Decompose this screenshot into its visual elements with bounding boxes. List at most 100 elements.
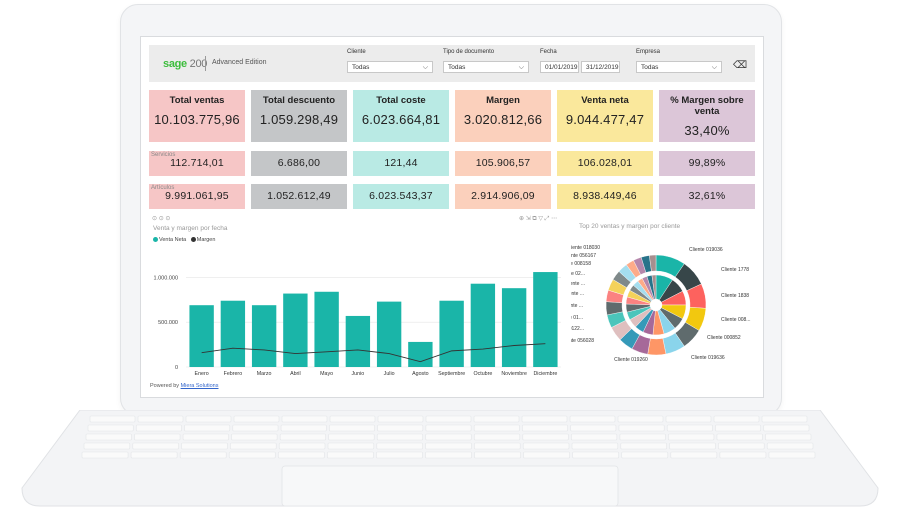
pie-label-right: Cliente 1778 [721, 267, 749, 273]
kpi-card-0[interactable]: Total ventas 10.103.775,96 [149, 90, 245, 142]
kpi-title: Total descuento [262, 95, 336, 106]
keyboard-key [376, 451, 423, 459]
keyboard-key [621, 451, 669, 459]
outer-slice-19[interactable] [649, 254, 657, 272]
keyboard-key [620, 442, 667, 450]
x-tick-label: Febrero [224, 371, 243, 377]
fecha-hasta-input[interactable]: 31/12/2019 [581, 61, 620, 73]
pie-label-left: Cliente ... [571, 281, 585, 287]
fecha-desde-input[interactable]: 01/01/2019 [540, 61, 579, 73]
articulos-row-label: Artículos [151, 185, 175, 191]
kpi-articulos-5[interactable]: 32,61% [659, 184, 755, 209]
keyboard-key [184, 424, 231, 432]
panel-toolbar-icons[interactable]: ⊕ ⇲ ⧉ ▽ ⤢ ⋯ [519, 216, 558, 222]
kpi-card-4[interactable]: Venta neta 9.044.477,47 [557, 90, 653, 142]
bar-agosto[interactable] [408, 341, 433, 367]
laptop-keyboard-base [21, 410, 879, 507]
bar-febrero[interactable] [220, 300, 246, 367]
panel-nav-icons[interactable]: ⊙ ⊙ ⊙ [152, 216, 171, 222]
kpi-articulos-value: 2.914.906,09 [471, 190, 535, 202]
keyboard-key [666, 424, 713, 432]
kpi-articulos-1[interactable]: 1.052.612,49 [251, 184, 347, 209]
bar-junio[interactable] [345, 315, 371, 367]
kpi-value: 6.023.664,81 [361, 112, 441, 127]
kpi-articulos-value: 9.991.061,95 [165, 190, 229, 202]
pie-label-left: Cliente 02... [571, 271, 585, 277]
pie-label-right: Cliente 019036 [689, 247, 723, 253]
kpi-title: Total ventas [169, 95, 225, 106]
kpi-articulos-4[interactable]: 8.938.449,46 [557, 184, 653, 209]
kpi-articulos-0[interactable]: 9.991.061,95 [149, 184, 245, 209]
kpi-title: Venta neta [581, 95, 629, 106]
empresa-filter-select[interactable]: Todas ⌵ [636, 61, 722, 73]
kpi-card-3[interactable]: Margen 3.020.812,66 [455, 90, 551, 142]
keyboard-key [278, 442, 326, 450]
kpi-title: Margen [486, 95, 520, 106]
powered-by-link[interactable]: Miera Solutions [180, 383, 219, 389]
kpi-card-1[interactable]: Total descuento 1.059.298,49 [251, 90, 347, 142]
keyboard-key [135, 424, 182, 432]
legend-dot-margen [190, 237, 196, 243]
eraser-icon[interactable]: ⌫ [733, 60, 748, 71]
kpi-articulos-value: 8.938.449,46 [573, 190, 637, 202]
donut-center [651, 300, 661, 310]
kpi-servicios-0[interactable]: 112.714,01 [149, 151, 245, 176]
bar-abril[interactable] [283, 293, 308, 367]
keyboard-key [761, 415, 808, 423]
legend-margen: Margen [196, 237, 216, 243]
cliente-filter-select[interactable]: Todas ⌵ [347, 61, 433, 73]
x-tick-label: Noviembre [501, 371, 527, 377]
keyboard-key [425, 433, 472, 441]
kpi-servicios-1[interactable]: 6.686,00 [251, 151, 347, 176]
keyboard-key [617, 415, 664, 423]
filter-header: sage 200 Advanced Edition Cliente Todas ⌵… [149, 45, 755, 82]
bar-chart-legend: Venta Neta Margen [153, 237, 215, 243]
tipo-documento-select[interactable]: Todas ⌵ [443, 61, 529, 73]
bar-enero[interactable] [189, 305, 214, 367]
keyboard-key [232, 424, 279, 432]
kpi-servicios-value: 112.714,01 [170, 157, 224, 169]
keyboard-key [618, 424, 665, 432]
venta-margen-chart: 0 500.000 1.000.000 Enero Febrero Marzo Abril M… [154, 272, 561, 377]
kpi-value: 1.059.298,49 [259, 112, 339, 127]
inner-slice-19[interactable] [651, 274, 657, 300]
pie-label-left: Cliente 056028 [571, 338, 594, 344]
bar-diciembre[interactable] [533, 272, 558, 367]
kpi-servicios-value: 121,44 [384, 157, 418, 169]
bar-octubre[interactable] [470, 283, 496, 367]
kpi-card-5[interactable]: % Margen sobre venta 33,40% [659, 90, 755, 142]
kpi-servicios-2[interactable]: 121,44 [353, 151, 449, 176]
bar-marzo[interactable] [251, 305, 277, 367]
y-tick-label: 1.000.000 [154, 275, 178, 281]
keyboard-key [134, 433, 181, 441]
keyboard-key [329, 415, 376, 423]
kpi-servicios-3[interactable]: 105.906,57 [455, 151, 551, 176]
keyboard-key [571, 442, 619, 450]
keyboard-key [376, 433, 424, 441]
bar-mayo[interactable] [314, 291, 339, 367]
kpi-servicios-5[interactable]: 99,89% [659, 151, 755, 176]
kpi-value: 33,40% [684, 123, 730, 138]
kpi-articulos-2[interactable]: 6.023.543,37 [353, 184, 449, 209]
keyboard-key [763, 424, 810, 432]
bar-noviembre[interactable] [501, 288, 527, 367]
bar-julio[interactable] [376, 301, 402, 367]
x-tick-label: Julio [384, 371, 395, 377]
x-tick-label: Octubre [473, 371, 492, 377]
kpi-card-2[interactable]: Total coste 6.023.664,81 [353, 90, 449, 142]
keyboard-key [132, 442, 179, 450]
keyboard-key [85, 433, 132, 441]
keyboard-key [716, 433, 763, 441]
keyboard-key [474, 442, 521, 450]
keyboard-key [522, 442, 570, 450]
kpi-articulos-3[interactable]: 2.914.906,09 [455, 184, 551, 209]
fecha-label: Fecha [540, 49, 557, 55]
pie-label-right: Cliente 019636 [691, 355, 725, 361]
bar-septiembre[interactable] [439, 300, 464, 367]
kpi-servicios-4[interactable]: 106.028,01 [557, 151, 653, 176]
pie-label-right: Cliente 000852 [707, 335, 741, 341]
pie-label-left: Cliente ... [571, 303, 583, 309]
outer-slice-6[interactable] [647, 338, 667, 356]
keyboard-key [670, 451, 718, 459]
kpi-servicios-value: 106.028,01 [577, 157, 633, 169]
